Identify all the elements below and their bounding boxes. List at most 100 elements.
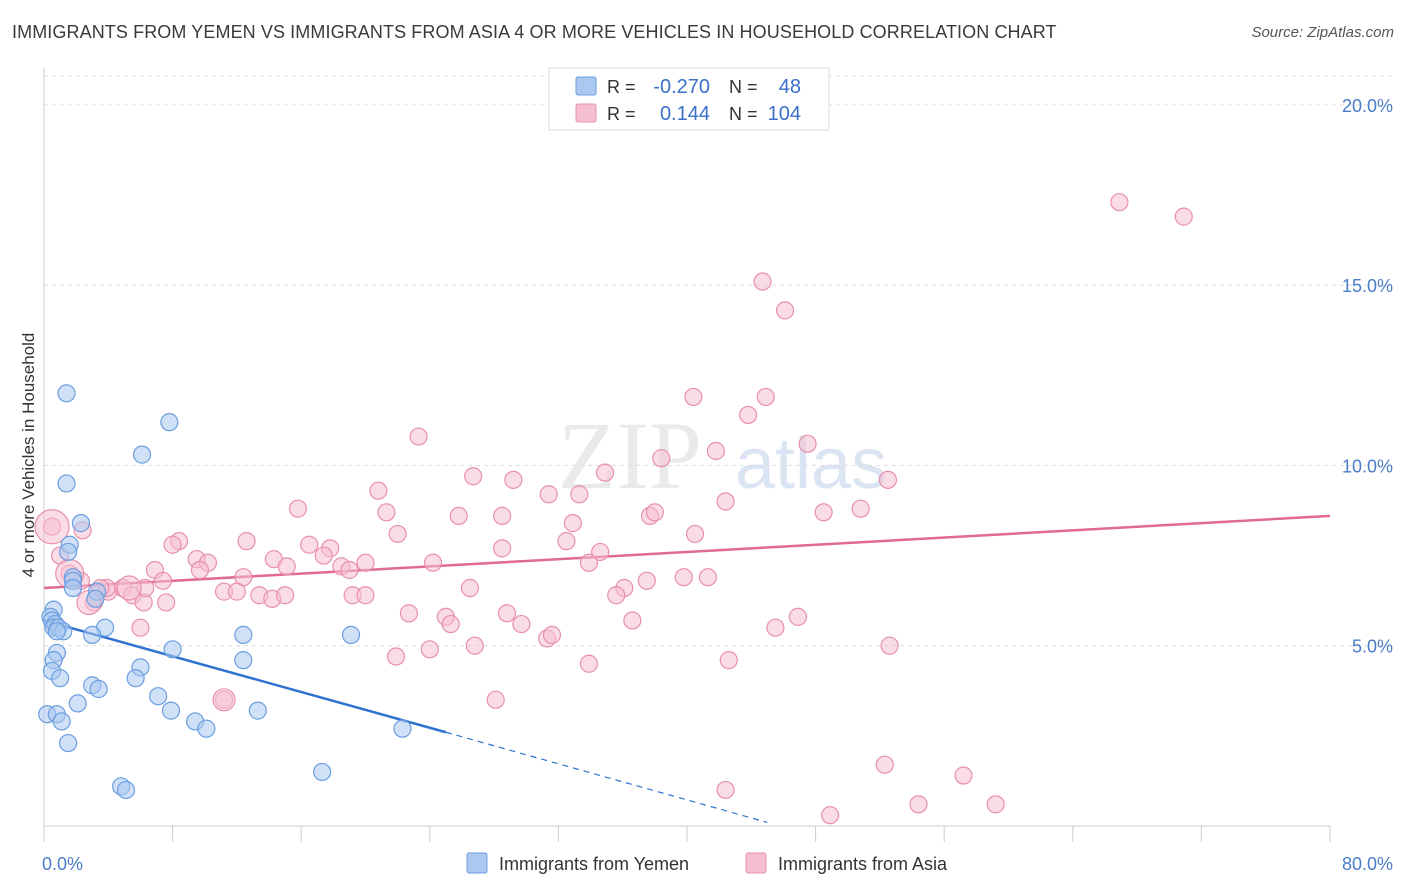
point-yemen xyxy=(57,474,76,493)
point-yemen xyxy=(57,384,76,403)
bottom-legend-label-asia: Immigrants from Asia xyxy=(778,854,948,874)
point-yemen xyxy=(50,669,70,688)
point-asia xyxy=(300,535,319,554)
y-tick-label: 15.0% xyxy=(1342,276,1393,296)
point-asia xyxy=(986,795,1005,814)
point-asia xyxy=(579,553,599,572)
points-yemen xyxy=(38,384,412,800)
point-yemen xyxy=(393,719,412,738)
point-asia xyxy=(851,499,870,518)
point-asia xyxy=(464,467,483,486)
source-label: Source: ZipAtlas.com xyxy=(1251,24,1394,41)
grid-lines xyxy=(44,75,1395,647)
point-yemen xyxy=(63,578,83,598)
point-asia xyxy=(460,578,480,598)
bottom-legend-swatch-asia xyxy=(745,852,767,874)
legend-swatch-yemen xyxy=(575,76,597,96)
trend-lines xyxy=(43,514,1331,823)
point-yemen xyxy=(83,625,102,644)
point-asia xyxy=(814,503,833,522)
point-asia xyxy=(386,647,406,666)
point-asia xyxy=(591,542,610,562)
point-asia xyxy=(878,470,898,489)
legend-r-value-yemen: -0.270 xyxy=(653,76,710,98)
axes xyxy=(43,68,1331,842)
point-asia xyxy=(909,795,928,814)
point-asia xyxy=(788,607,808,626)
point-asia xyxy=(163,535,182,554)
point-asia xyxy=(570,485,589,504)
legend-swatch-asia xyxy=(575,103,597,123)
point-asia xyxy=(719,651,738,670)
point-yemen xyxy=(197,719,216,738)
point-asia xyxy=(399,604,419,623)
point-asia-large xyxy=(34,509,70,545)
point-asia xyxy=(674,568,693,587)
point-asia xyxy=(314,546,333,565)
bottom-legend-label-yemen: Immigrants from Yemen xyxy=(499,854,689,874)
point-yemen xyxy=(248,701,267,720)
point-yemen xyxy=(234,651,253,670)
point-asia xyxy=(157,593,176,612)
point-yemen xyxy=(132,445,152,464)
point-asia xyxy=(504,470,523,489)
legend-r-value-asia: 0.144 xyxy=(660,103,710,125)
point-asia xyxy=(423,553,443,572)
point-yemen xyxy=(161,701,181,720)
bottom-legend-swatch-yemen xyxy=(466,852,488,874)
point-asia xyxy=(288,499,308,518)
point-asia xyxy=(277,557,296,576)
point-asia xyxy=(880,636,899,655)
point-yemen xyxy=(59,542,78,562)
point-asia xyxy=(756,387,775,407)
point-asia xyxy=(340,560,359,580)
point-asia xyxy=(539,485,558,504)
point-asia xyxy=(377,503,396,522)
point-yemen xyxy=(47,622,66,641)
trend-line-asia xyxy=(43,514,1331,590)
point-asia xyxy=(685,524,705,544)
legend-n-value-asia: 104 xyxy=(768,103,801,125)
point-yemen xyxy=(126,669,145,688)
legend-n-label-yemen: N = xyxy=(729,77,758,97)
point-yemen xyxy=(68,694,87,713)
point-asia xyxy=(420,640,439,659)
x-tick-max: 80.0% xyxy=(1342,854,1393,874)
point-asia-large xyxy=(116,575,142,601)
point-yemen xyxy=(71,514,91,533)
point-asia xyxy=(684,387,703,407)
point-asia xyxy=(637,571,656,590)
bottom-legend: Immigrants from Yemen Immigrants from As… xyxy=(466,852,948,874)
point-asia xyxy=(497,604,517,623)
point-asia xyxy=(820,806,840,825)
point-asia xyxy=(652,449,671,468)
legend-n-value-yemen: 48 xyxy=(779,76,801,98)
chart-title: IMMIGRANTS FROM YEMEN VS IMMIGRANTS FROM… xyxy=(12,22,1057,42)
y-tick-label: 5.0% xyxy=(1352,637,1393,657)
point-asia xyxy=(388,524,407,544)
point-asia xyxy=(190,560,210,580)
y-axis-title: 4 or more Vehicles in Household xyxy=(19,333,38,578)
point-asia xyxy=(356,553,375,572)
legend-n-label-asia: N = xyxy=(729,104,758,124)
point-asia xyxy=(493,539,512,558)
point-asia xyxy=(753,272,772,291)
point-asia xyxy=(465,636,484,655)
point-asia xyxy=(356,586,375,605)
trend-line-yemen xyxy=(43,619,447,734)
point-asia xyxy=(698,568,717,587)
point-asia-large xyxy=(212,688,236,712)
point-asia xyxy=(542,625,562,644)
point-yemen xyxy=(52,712,71,731)
point-asia xyxy=(369,481,388,500)
point-asia xyxy=(409,427,428,446)
point-yemen xyxy=(59,733,78,753)
point-yemen xyxy=(312,762,332,782)
point-asia xyxy=(875,755,894,774)
point-asia xyxy=(954,766,973,785)
point-asia xyxy=(716,492,735,511)
point-yemen xyxy=(86,589,105,608)
point-asia xyxy=(645,503,664,522)
point-asia xyxy=(512,614,531,634)
